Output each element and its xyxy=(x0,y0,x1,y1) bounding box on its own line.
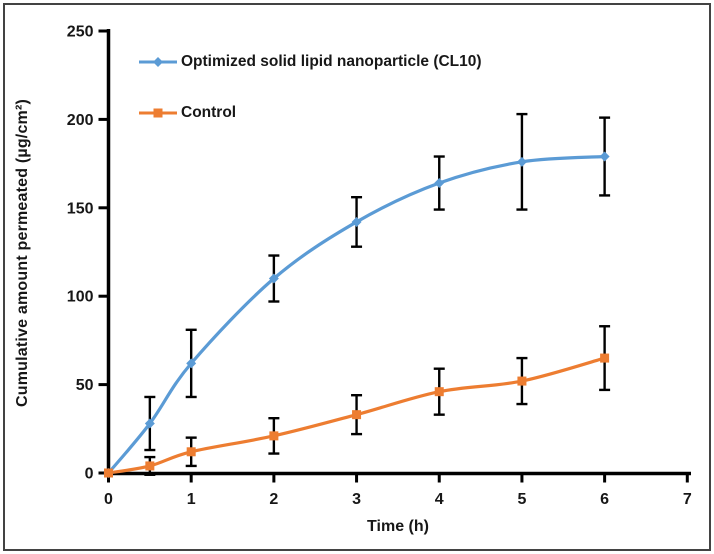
y-tick-label: 200 xyxy=(67,112,94,129)
legend: Optimized solid lipid nanoparticle (CL10… xyxy=(138,53,482,155)
data-point-diamond xyxy=(351,216,362,227)
legend-item-control: Control xyxy=(138,104,482,122)
legend-label-control: Control xyxy=(181,104,237,121)
x-tick-label: 5 xyxy=(517,491,526,508)
data-point-diamond xyxy=(516,156,527,167)
x-tick-label: 0 xyxy=(104,491,113,508)
data-point-diamond xyxy=(144,418,155,429)
data-point-square xyxy=(186,447,196,457)
data-point-square xyxy=(517,376,527,386)
data-point-diamond xyxy=(268,273,279,284)
data-point-square xyxy=(269,431,279,441)
x-tick-label: 1 xyxy=(187,491,196,508)
legend-marker-square-icon xyxy=(138,106,178,120)
legend-marker-diamond-icon xyxy=(138,55,178,69)
legend-square xyxy=(153,108,163,118)
y-tick-label: 100 xyxy=(67,289,94,306)
data-point-square xyxy=(145,461,155,471)
data-point-diamond xyxy=(186,358,197,369)
y-tick-label: 250 xyxy=(67,24,94,41)
data-point-diamond xyxy=(434,178,445,189)
y-tick-label: 50 xyxy=(76,377,94,394)
x-tick-label: 7 xyxy=(683,491,692,508)
y-tick-label: 0 xyxy=(85,466,94,483)
x-tick-label: 2 xyxy=(269,491,278,508)
legend-item-optimized-sln: Optimized solid lipid nanoparticle (CL10… xyxy=(138,53,482,71)
x-tick-label: 6 xyxy=(600,491,609,508)
x-axis-title: Time (h) xyxy=(367,518,429,535)
data-point-square xyxy=(600,353,610,363)
series-line-0 xyxy=(106,154,607,475)
y-axis-title: Cumulative amount permeated (µg/cm²) xyxy=(14,98,31,407)
data-point-diamond xyxy=(599,151,610,162)
x-tick-label: 4 xyxy=(435,491,444,508)
data-point-square xyxy=(104,468,113,478)
x-tick-label: 3 xyxy=(352,491,361,508)
legend-diamond xyxy=(153,57,163,67)
legend-label-optimized-sln: Optimized solid lipid nanoparticle (CL10… xyxy=(181,53,482,70)
y-tick-label: 150 xyxy=(67,200,94,217)
data-point-square xyxy=(434,387,444,397)
data-point-square xyxy=(352,410,362,420)
